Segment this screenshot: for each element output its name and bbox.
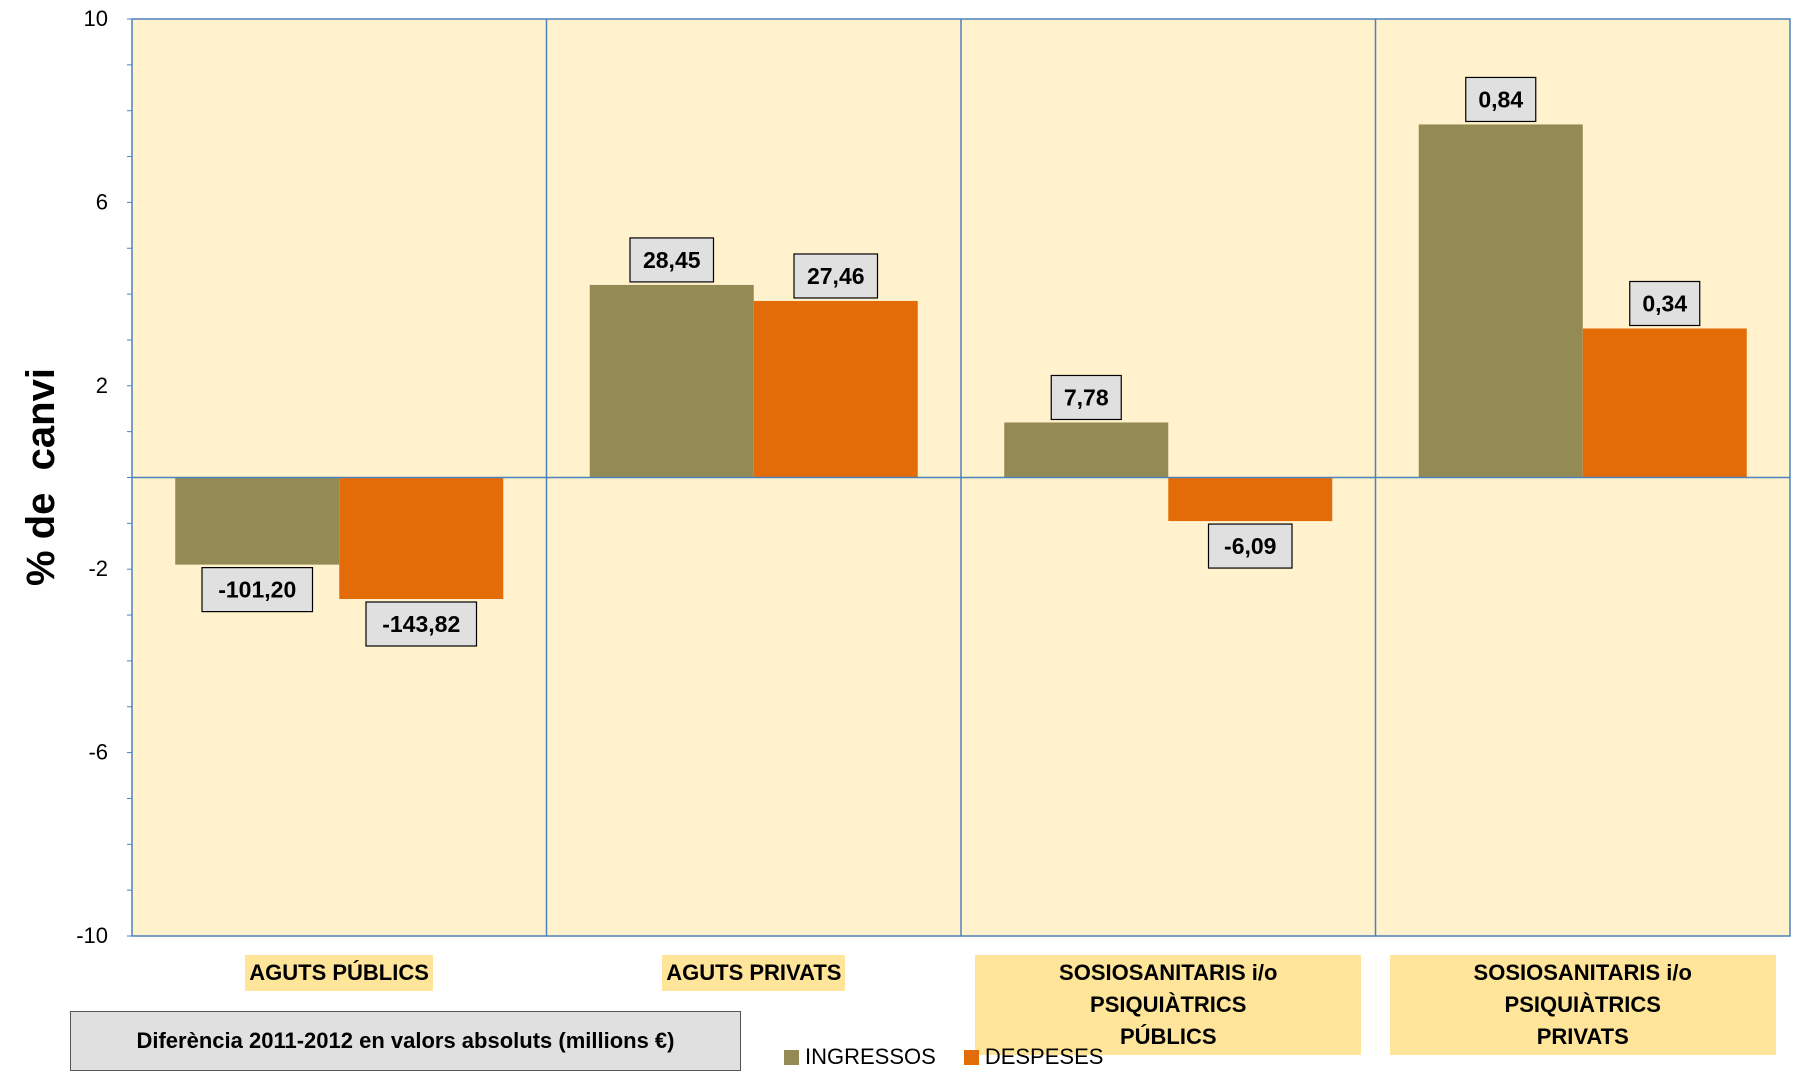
data-label: 0,34 (1642, 290, 1687, 316)
legend-swatch-ingressos (784, 1049, 799, 1065)
data-label: 28,45 (643, 247, 701, 273)
category-label: SOSIOSANITARIS i/o PSIQUIÀTRICS PÚBLICS (975, 955, 1362, 1055)
data-label-box (629, 237, 715, 283)
data-label: 7,78 (1064, 384, 1109, 410)
y-tick-label: 6 (96, 189, 108, 214)
data-label-box (1207, 523, 1293, 569)
data-label: -101,20 (218, 577, 296, 603)
category-label: AGUTS PÚBLICS (245, 955, 433, 991)
y-tick-label: 2 (96, 373, 108, 398)
legend-label-despeses: DESPESES (984, 1044, 1104, 1069)
y-tick-label: -2 (88, 556, 108, 581)
data-label: 27,46 (807, 263, 865, 289)
category-label: AGUTS PRIVATS (662, 955, 846, 991)
data-label: -143,82 (382, 611, 460, 637)
data-label-box (201, 567, 314, 613)
y-tick-label: -10 (76, 923, 108, 948)
bar-ingressos (1418, 124, 1583, 478)
note-box: Diferència 2011-2012 en valors absoluts … (70, 1011, 741, 1071)
data-label-box (1629, 280, 1701, 327)
bar-ingressos (1004, 422, 1169, 478)
legend-label-ingressos: INGRESSOS (805, 1044, 936, 1069)
data-label-box (1465, 76, 1537, 123)
bar-despeses (753, 300, 918, 478)
legend-item-despeses: DESPESES (963, 1044, 1104, 1070)
y-axis-label: % de canvi (19, 368, 63, 586)
bars (175, 124, 1747, 600)
bar-despeses (1582, 328, 1747, 478)
legend-swatch-despeses (963, 1049, 979, 1065)
y-axis: 10 6 2 -2 -6 -10 (76, 6, 132, 948)
data-label: 0,84 (1478, 86, 1523, 112)
category-label: SOSIOSANITARIS i/o PSIQUIÀTRICS PRIVATS (1389, 955, 1776, 1055)
legend: INGRESSOS DESPESES (784, 1044, 1131, 1070)
bar-despeses (1168, 477, 1333, 522)
y-tick-label: 10 (84, 6, 108, 31)
data-labels: -101,20 -143,82 28,45 27,46 7,78 -6,09 0,84 0,3… (201, 76, 1701, 647)
legend-item-ingressos: INGRESSOS (784, 1044, 936, 1070)
bar-ingressos (589, 284, 754, 478)
data-label-box (793, 253, 879, 299)
data-label-box (365, 601, 478, 647)
bar-ingressos (175, 477, 340, 565)
data-label-box (1050, 374, 1122, 421)
data-label: -6,09 (1224, 533, 1276, 559)
bar-despeses (339, 477, 504, 600)
y-tick-label: -6 (88, 740, 108, 765)
